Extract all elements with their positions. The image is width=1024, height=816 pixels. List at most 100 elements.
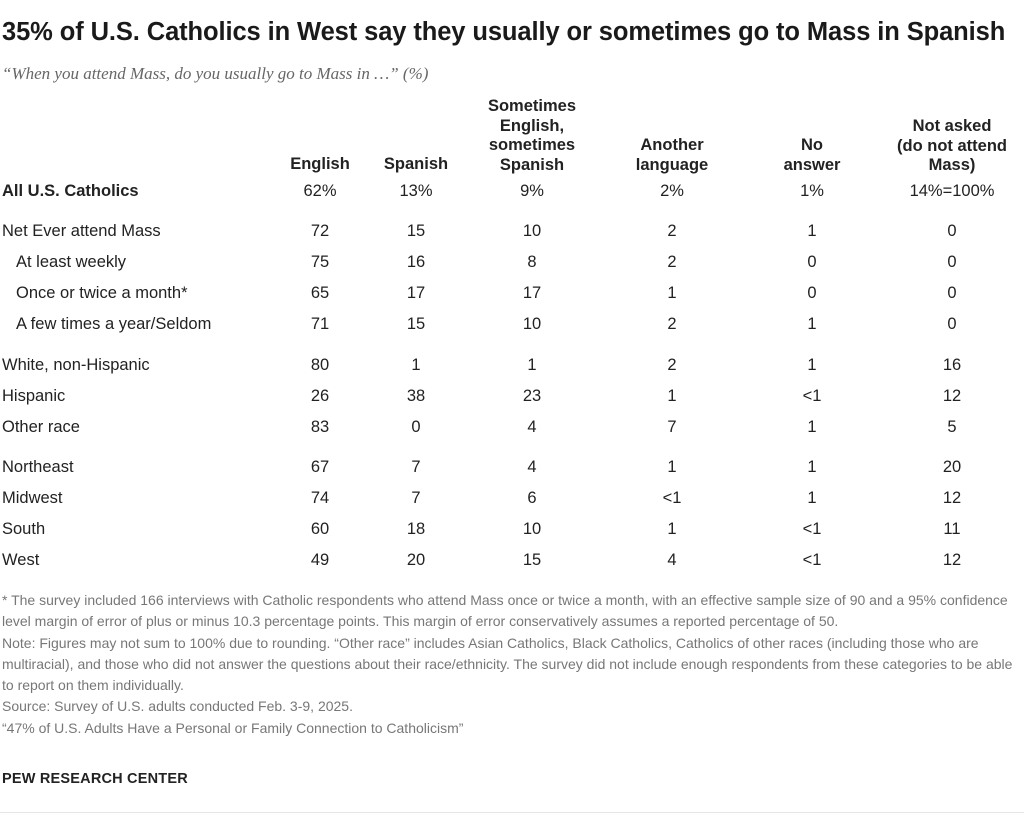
table-cell: 60 [310, 520, 330, 538]
table-cell: 10 [522, 315, 542, 333]
header-noanswer-line-1: No [801, 136, 823, 154]
table-cell: 0 [947, 284, 957, 302]
table-cell: 1 [667, 387, 677, 405]
row-label: Net Ever attend Mass [2, 222, 161, 240]
table-cell: 9% [520, 182, 544, 200]
header-sometimes-line-1: Sometimes [487, 97, 577, 115]
chart-title: 35% of U.S. Catholics in West say they u… [2, 18, 1006, 46]
row-label: Hispanic [2, 387, 66, 405]
table-cell: 5 [947, 418, 957, 436]
table-cell: 67 [310, 458, 330, 476]
header-another-line-2: language [635, 155, 709, 174]
table-cell: 2 [667, 315, 677, 333]
table-cell: 0 [947, 315, 957, 333]
header-spanish-line: Spanish [383, 155, 449, 173]
header-notasked-line-3: Mass) [928, 156, 976, 174]
table-cell: 16 [942, 356, 962, 374]
table-cell: 71 [310, 315, 330, 333]
table-cell: 12 [942, 551, 962, 569]
table-cell: 12 [942, 387, 962, 405]
table-cell: 15 [406, 315, 426, 333]
table-cell: 26 [310, 387, 330, 405]
table-cell: 38 [406, 387, 426, 405]
table-cell: <1 [802, 551, 822, 569]
source-text: Source: Survey of U.S. adults conducted … [2, 698, 353, 715]
table-cell: 7 [411, 458, 421, 476]
table-cell: 17 [522, 284, 542, 302]
table-cell: 74 [310, 489, 330, 507]
header-notasked-line-1: Not asked [912, 117, 992, 135]
table-cell: 15 [522, 551, 542, 569]
table-cell: 20 [942, 458, 962, 476]
header-another-language: Another language [636, 136, 708, 175]
table-cell: 0 [807, 253, 817, 271]
header-sometimes-line-3: sometimes [488, 136, 576, 154]
table-cell: 11 [943, 520, 961, 538]
table-cell: 23 [522, 387, 542, 405]
table-cell: 12 [942, 489, 962, 507]
table-cell: 7 [411, 489, 421, 507]
table-cell: 62% [303, 182, 337, 200]
row-label: Once or twice a month* [16, 284, 188, 302]
table-cell: 0 [947, 222, 957, 240]
table-cell: 1 [807, 418, 817, 436]
brand-logo-text: PEW RESEARCH CENTER [2, 771, 188, 787]
header-english-line: English [290, 155, 350, 173]
notes-block: * The survey included 166 interviews wit… [2, 590, 1022, 739]
table-cell: 6 [527, 489, 537, 507]
chart-subtitle: “When you attend Mass, do you usually go… [2, 64, 429, 83]
table-cell: <1 [802, 387, 822, 405]
table-cell: 80 [310, 356, 330, 374]
table-cell: 15 [406, 222, 426, 240]
report-title-text: “47% of U.S. Adults Have a Personal or F… [2, 719, 464, 736]
table-cell: 1 [807, 356, 817, 374]
header-sometimes-line-4: Spanish [499, 155, 565, 174]
row-label: All U.S. Catholics [2, 182, 139, 200]
table-cell: 2 [667, 356, 677, 374]
table-cell: 49 [310, 551, 330, 569]
table-cell: <1 [662, 489, 682, 507]
table-cell: 10 [522, 520, 542, 538]
note-text: Note: Figures may not sum to 100% due to… [2, 634, 1013, 694]
row-label: West [2, 551, 40, 569]
row-label: South [2, 520, 46, 538]
table-cell: 1 [807, 489, 817, 507]
row-label: Other race [2, 418, 80, 436]
table-cell: 17 [406, 284, 426, 302]
header-spanish: Spanish [384, 155, 448, 175]
header-sometimes: Sometimes English, sometimes Spanish [488, 97, 576, 175]
table-cell: 72 [310, 222, 330, 240]
table-cell: 1 [807, 315, 817, 333]
table-cell: 2 [667, 222, 677, 240]
table-cell: 1 [527, 356, 537, 374]
table-cell: 1 [807, 458, 817, 476]
table-cell: <1 [802, 520, 822, 538]
table-cell: 1% [800, 182, 824, 200]
table-cell: 0 [411, 418, 421, 436]
table-cell: 8 [527, 253, 537, 271]
header-no-answer: No answer [784, 136, 841, 175]
table-cell: 75 [310, 253, 330, 271]
header-another-line-1: Another [640, 136, 704, 154]
row-label: Northeast [2, 458, 74, 476]
table-cell: 1 [667, 520, 677, 538]
row-label: Midwest [2, 489, 63, 507]
table-cell: 1 [411, 356, 421, 374]
table-cell: 0 [807, 284, 817, 302]
table-cell: 1 [807, 222, 817, 240]
row-label: A few times a year/Seldom [16, 315, 212, 333]
table-cell: 83 [310, 418, 330, 436]
table-cell: 20 [406, 551, 426, 569]
table-cell: 2 [667, 253, 677, 271]
table-cell: 13% [399, 182, 433, 200]
table-cell: 2% [660, 182, 684, 200]
row-label: White, non-Hispanic [2, 356, 150, 374]
footnote-text: * The survey included 166 interviews wit… [2, 592, 1008, 630]
header-not-asked: Not asked (do not attend Mass) [897, 117, 1007, 176]
table-cell: 7 [667, 418, 677, 436]
table-cell: 16 [406, 253, 426, 271]
table-cell: 14%=100% [909, 182, 995, 200]
table-cell: 1 [667, 458, 677, 476]
table-cell: 0 [947, 253, 957, 271]
header-notasked-line-2: (do not attend [897, 136, 1007, 155]
